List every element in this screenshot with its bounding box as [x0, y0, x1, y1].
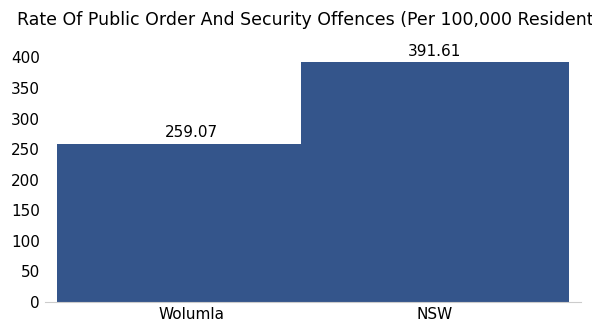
Bar — [301, 63, 569, 302]
Text: 391.61: 391.61 — [408, 44, 461, 59]
Bar — [57, 144, 325, 302]
Title: Rate Of Public Order And Security Offences (Per 100,000 Residents): Rate Of Public Order And Security Offenc… — [17, 11, 592, 29]
Text: 259.07: 259.07 — [165, 126, 218, 141]
